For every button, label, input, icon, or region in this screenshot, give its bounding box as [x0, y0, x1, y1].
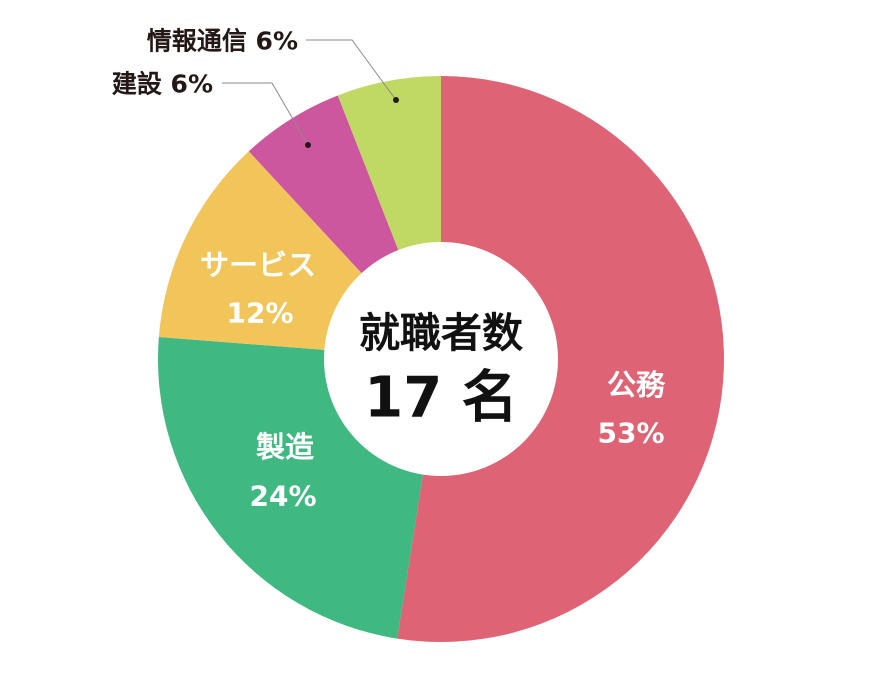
center-count: 17 名 [364, 366, 517, 431]
slice-name-label-0: 公務 [607, 368, 666, 402]
leader-line-3 [222, 82, 309, 146]
slice-name-label-1: 製造 [256, 430, 314, 464]
leader-dot-4 [393, 97, 399, 103]
donut-hole [324, 242, 558, 476]
slice-value-label-0: 53% [597, 417, 664, 450]
slice-name-label-2: サービス [200, 248, 316, 282]
pie-slice-0 [397, 76, 724, 642]
slice-outer-label-4: 情報通信 6% [147, 27, 298, 56]
slice-outer-label-3: 建設 6% [112, 70, 213, 99]
slice-value-label-1: 24% [249, 480, 316, 513]
slice-value-label-2: 12% [226, 297, 293, 330]
leader-line-4 [306, 39, 397, 101]
center-title: 就職者数 [359, 309, 523, 357]
chart-labels: 公務 53% 製造 24% サービス 12% 建設 6% 情報通信 6% [112, 27, 666, 513]
chart-leader-lines [222, 39, 399, 148]
leader-dot-3 [305, 142, 311, 148]
